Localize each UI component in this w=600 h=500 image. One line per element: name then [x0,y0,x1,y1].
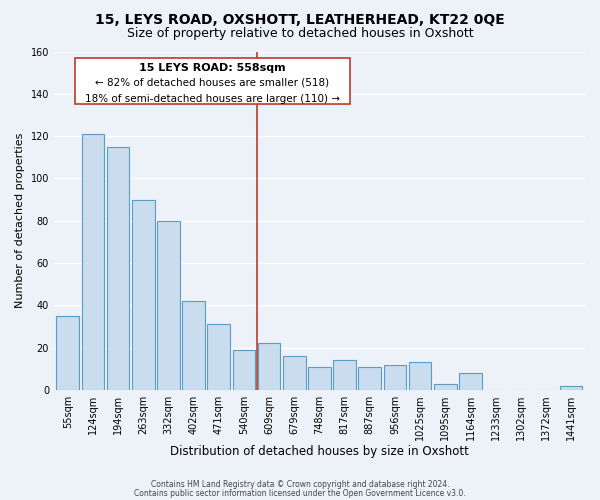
Text: ← 82% of detached houses are smaller (518): ← 82% of detached houses are smaller (51… [95,78,329,88]
Text: Contains public sector information licensed under the Open Government Licence v3: Contains public sector information licen… [134,489,466,498]
Bar [358,366,381,390]
Bar [182,301,205,390]
Bar [383,364,406,390]
Bar [107,146,130,390]
Bar [560,386,583,390]
Text: 18% of semi-detached houses are larger (110) →: 18% of semi-detached houses are larger (… [85,94,340,104]
Bar [76,58,350,104]
Y-axis label: Number of detached properties: Number of detached properties [15,133,25,308]
X-axis label: Distribution of detached houses by size in Oxshott: Distribution of detached houses by size … [170,444,469,458]
Bar [334,360,356,390]
Bar [208,324,230,390]
Bar [233,350,255,390]
Bar [308,366,331,390]
Text: 15 LEYS ROAD: 558sqm: 15 LEYS ROAD: 558sqm [139,63,286,73]
Bar [258,344,280,390]
Bar [459,373,482,390]
Bar [434,384,457,390]
Bar [283,356,305,390]
Bar [132,200,155,390]
Bar [409,362,431,390]
Bar [56,316,79,390]
Text: 15, LEYS ROAD, OXSHOTT, LEATHERHEAD, KT22 0QE: 15, LEYS ROAD, OXSHOTT, LEATHERHEAD, KT2… [95,12,505,26]
Text: Size of property relative to detached houses in Oxshott: Size of property relative to detached ho… [127,28,473,40]
Text: Contains HM Land Registry data © Crown copyright and database right 2024.: Contains HM Land Registry data © Crown c… [151,480,449,489]
Bar [157,220,180,390]
Bar [82,134,104,390]
